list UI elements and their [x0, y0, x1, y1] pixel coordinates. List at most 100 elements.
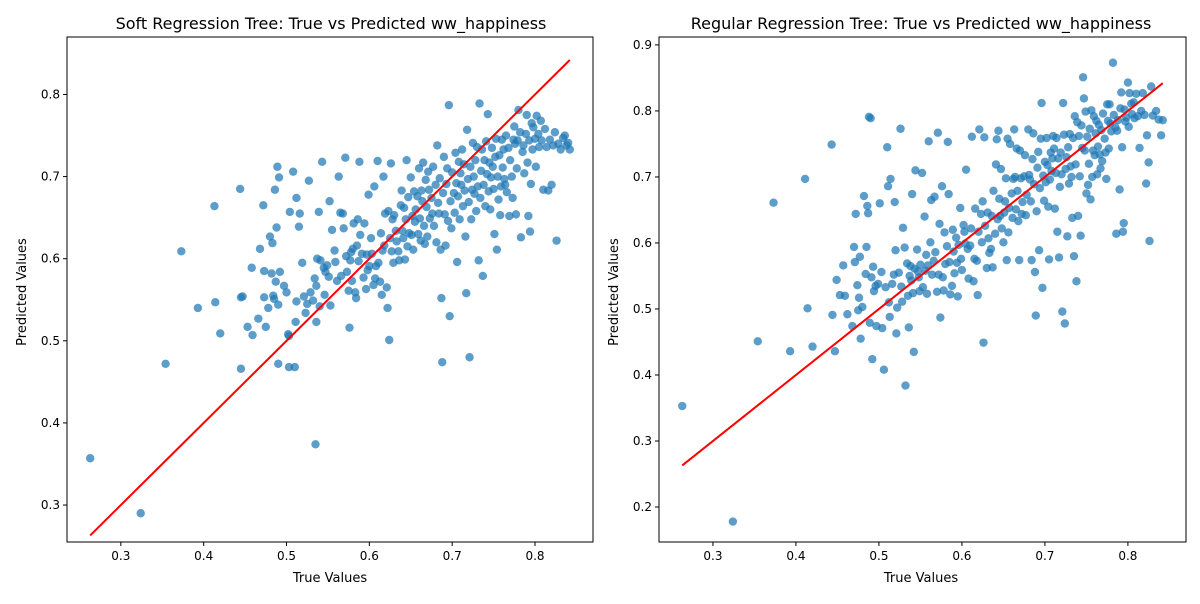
- data-point: [375, 277, 385, 286]
- data-point: [918, 282, 928, 292]
- data-point: [565, 145, 575, 154]
- data-point: [414, 229, 423, 239]
- data-point: [858, 302, 867, 312]
- data-point: [383, 303, 392, 313]
- data-point: [531, 162, 541, 171]
- data-point: [1144, 158, 1153, 167]
- data-point: [462, 125, 472, 134]
- data-point: [243, 322, 252, 332]
- data-point: [678, 401, 687, 411]
- data-point: [438, 188, 448, 198]
- data-point: [1004, 228, 1013, 237]
- data-point: [295, 209, 304, 218]
- data-point: [1010, 125, 1019, 134]
- data-point: [992, 135, 1001, 144]
- data-point: [951, 233, 961, 242]
- data-point: [1011, 205, 1021, 214]
- data-point: [892, 303, 902, 312]
- x-tick-label: 0.8: [1118, 549, 1137, 563]
- data-point: [489, 184, 498, 194]
- data-point: [1032, 207, 1041, 216]
- data-point: [1104, 144, 1114, 153]
- data-point: [248, 330, 257, 340]
- data-point: [288, 167, 298, 176]
- data-point: [389, 210, 399, 220]
- data-point: [481, 137, 491, 146]
- y-tick-label: 0.5: [41, 334, 60, 348]
- data-point: [387, 247, 396, 256]
- data-point: [1044, 255, 1054, 264]
- data-point: [1060, 319, 1070, 328]
- data-point: [513, 136, 522, 145]
- data-point: [271, 277, 280, 286]
- data-point: [314, 207, 324, 217]
- data-point: [966, 224, 976, 233]
- data-point: [210, 201, 219, 211]
- data-point: [1055, 182, 1065, 192]
- data-point: [265, 232, 275, 241]
- x-tick-label: 0.7: [443, 549, 462, 563]
- data-point: [938, 273, 948, 282]
- data-point: [944, 189, 953, 199]
- data-point: [466, 162, 475, 171]
- data-point: [1042, 133, 1051, 143]
- data-point: [402, 155, 411, 165]
- data-point: [177, 247, 186, 256]
- data-point: [865, 318, 874, 328]
- data-point: [904, 323, 914, 332]
- data-point: [973, 290, 982, 300]
- data-point: [926, 238, 935, 247]
- data-point: [505, 155, 515, 165]
- data-point: [373, 156, 382, 166]
- data-point: [935, 219, 944, 229]
- x-axis-ticks: 0.3 0.4 0.5 0.6 0.7 0.8: [703, 542, 1137, 563]
- data-point: [450, 208, 459, 217]
- data-point: [520, 169, 529, 178]
- data-point: [1056, 148, 1065, 157]
- data-point: [442, 179, 451, 189]
- data-point: [1141, 179, 1151, 188]
- reference-line: [681, 82, 1164, 467]
- data-point: [445, 311, 454, 321]
- data-point: [392, 237, 401, 246]
- data-point: [339, 224, 348, 233]
- data-point: [193, 303, 203, 313]
- data-point: [1117, 143, 1127, 152]
- data-point: [317, 157, 327, 167]
- data-point: [922, 289, 932, 298]
- data-point: [878, 323, 887, 333]
- data-point: [1142, 131, 1152, 140]
- data-point: [417, 186, 426, 195]
- data-point: [1069, 251, 1079, 261]
- data-point: [324, 272, 333, 281]
- data-point: [247, 263, 256, 272]
- data-point: [868, 354, 877, 364]
- data-point: [415, 214, 425, 223]
- data-point: [492, 245, 502, 254]
- data-point: [418, 158, 428, 167]
- data-point: [441, 241, 450, 250]
- data-point: [828, 310, 837, 320]
- data-point: [433, 198, 443, 208]
- data-point: [379, 172, 388, 181]
- data-point: [948, 225, 957, 234]
- data-point: [547, 180, 556, 190]
- data-point: [946, 290, 955, 299]
- data-point: [975, 125, 984, 134]
- data-point: [522, 110, 531, 120]
- data-point: [259, 293, 269, 302]
- scatter-points: [678, 58, 1167, 526]
- data-point: [501, 131, 511, 140]
- data-point: [443, 216, 453, 226]
- data-point: [259, 266, 269, 276]
- data-point: [1108, 58, 1118, 67]
- data-point: [966, 241, 975, 250]
- data-point: [308, 296, 318, 305]
- data-point: [1052, 133, 1061, 143]
- y-tick-label: 0.2: [633, 500, 652, 514]
- data-point: [830, 347, 840, 356]
- data-point: [528, 145, 537, 154]
- data-point: [950, 269, 959, 278]
- data-point: [353, 215, 362, 224]
- data-point: [316, 256, 325, 265]
